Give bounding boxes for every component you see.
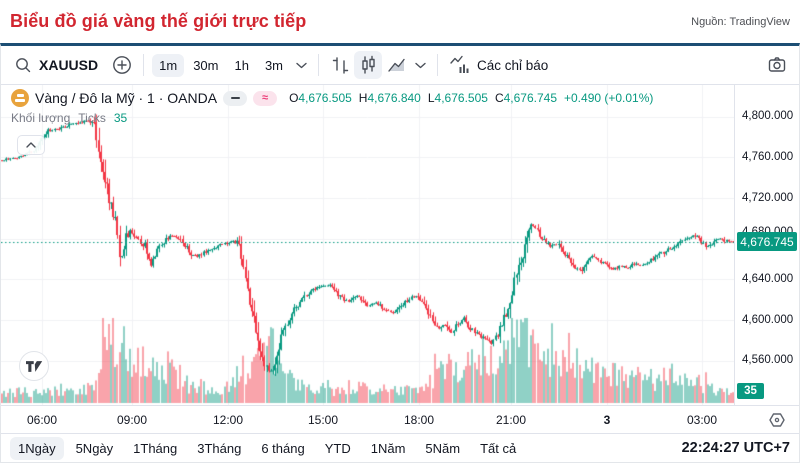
change-value: +0.490 (+0.01%) (564, 91, 654, 105)
indicators-icon[interactable] (445, 51, 473, 79)
time-tick-day: 3 (603, 413, 611, 427)
volume-badge: 35 (737, 383, 764, 399)
ohlc-values: O4,676.505 H4,676.840 L4,676.505 C4,676.… (289, 91, 653, 105)
price-tick: 4,720.000 (742, 192, 794, 204)
range-button-ytd[interactable]: YTD (324, 440, 351, 456)
time-tick: 15:00 (307, 413, 339, 427)
area-style-icon[interactable] (382, 51, 410, 79)
open-label: O (289, 91, 299, 105)
range-button-1d[interactable]: 1Ngày (10, 436, 64, 460)
time-tick: 12:00 (212, 413, 244, 427)
page-title: Biểu đồ giá vàng thế giới trực tiếp (10, 11, 307, 31)
range-button-1m[interactable]: 1Tháng (133, 440, 178, 456)
clock-utc[interactable]: 22:24:27 UTC+7 (681, 440, 790, 456)
toolbar-divider (437, 54, 439, 76)
range-selector-bar: 1Ngày 5Ngày 1Tháng 3Tháng 6 tháng YTD 1N… (1, 433, 799, 462)
range-button-5d[interactable]: 5Ngày (75, 440, 114, 456)
price-tick: 4,760.000 (742, 151, 794, 163)
interval-button-1h[interactable]: 1h (234, 57, 249, 73)
price-tick: 4,800.000 (742, 110, 794, 122)
volume-unit: Ticks (78, 111, 106, 125)
toolbar-divider (318, 54, 320, 76)
current-price-badge[interactable]: 4,676.745 (737, 232, 797, 251)
range-button-3m[interactable]: 3Tháng (197, 440, 242, 456)
time-tick: 09:00 (116, 413, 148, 427)
open-value: 4,676.505 (298, 91, 352, 105)
price-axis[interactable]: 4,800.000 4,760.000 4,720.000 4,680.000 … (734, 85, 799, 405)
low-label: L (427, 91, 435, 105)
price-tick: 4,600.000 (742, 314, 794, 326)
toolbar-divider (143, 54, 145, 76)
high-value: 4,676.840 (367, 91, 421, 105)
volume-label[interactable]: Khối lượng (11, 111, 71, 125)
time-tick: 21:00 (495, 413, 527, 427)
market-status-approx-icon[interactable]: ≈ (253, 90, 278, 106)
bars-style-icon[interactable] (326, 51, 354, 79)
candlestick-chart-canvas[interactable] (1, 85, 734, 405)
time-tick: 03:00 (686, 413, 718, 427)
range-button-5y[interactable]: 5Năm (425, 440, 461, 456)
tradingview-widget: XAUUSD 1m 30m 1h 3m Các chỉ báo (0, 43, 800, 463)
time-tick: 18:00 (403, 413, 435, 427)
close-value: 4,676.745 (503, 91, 557, 105)
chart-plot-area[interactable]: Vàng / Đô la Mỹ · 1 · OANDA ≈ O4,676.505… (1, 85, 799, 405)
close-label: C (494, 91, 504, 105)
indicators-button[interactable]: Các chỉ báo (477, 57, 549, 73)
volume-value: 35 (113, 111, 128, 125)
compare-add-icon[interactable] (108, 51, 136, 79)
market-status-dash-icon[interactable] (223, 90, 248, 106)
time-axis[interactable]: 06:00 09:00 12:00 15:00 18:00 21:00 3 03… (1, 405, 799, 433)
tradingview-logo-icon (25, 360, 42, 372)
styles-chevron-down-icon[interactable] (410, 51, 430, 79)
candles-style-icon[interactable] (354, 51, 383, 79)
source-attribution: Nguồn: TradingView (691, 15, 790, 28)
interval-button-30m[interactable]: 30m (193, 57, 219, 73)
chart-legend: Vàng / Đô la Mỹ · 1 · OANDA ≈ O4,676.505… (11, 89, 653, 125)
high-label: H (358, 91, 368, 105)
time-tick: 06:00 (26, 413, 58, 427)
page-header: Biểu đồ giá vàng thế giới trực tiếp Nguồ… (0, 0, 800, 43)
interval-button-1m[interactable]: 1m (152, 53, 185, 77)
range-button-all[interactable]: Tất cả (480, 440, 517, 456)
symbol-title[interactable]: Vàng / Đô la Mỹ · 1 · OANDA (35, 90, 218, 106)
chart-toolbar: XAUUSD 1m 30m 1h 3m Các chỉ báo (1, 46, 799, 85)
chevron-up-icon (26, 142, 36, 148)
search-icon[interactable] (9, 51, 37, 79)
oanda-gold-logo (11, 89, 29, 107)
range-button-6m[interactable]: 6 tháng (261, 440, 305, 456)
legend-collapse-button[interactable] (17, 135, 45, 155)
camera-icon[interactable] (763, 51, 791, 79)
range-button-1y[interactable]: 1Năm (370, 440, 406, 456)
price-tick: 4,640.000 (742, 273, 794, 285)
axis-settings-gear-icon[interactable] (768, 411, 786, 434)
interval-button-3m[interactable]: 3m (264, 57, 284, 73)
symbol-search-button[interactable]: XAUUSD (39, 57, 99, 73)
tradingview-logo[interactable] (19, 351, 49, 381)
price-tick: 4,560.000 (742, 354, 794, 366)
intervals-chevron-down-icon[interactable] (291, 51, 311, 79)
low-value: 4,676.505 (434, 91, 488, 105)
